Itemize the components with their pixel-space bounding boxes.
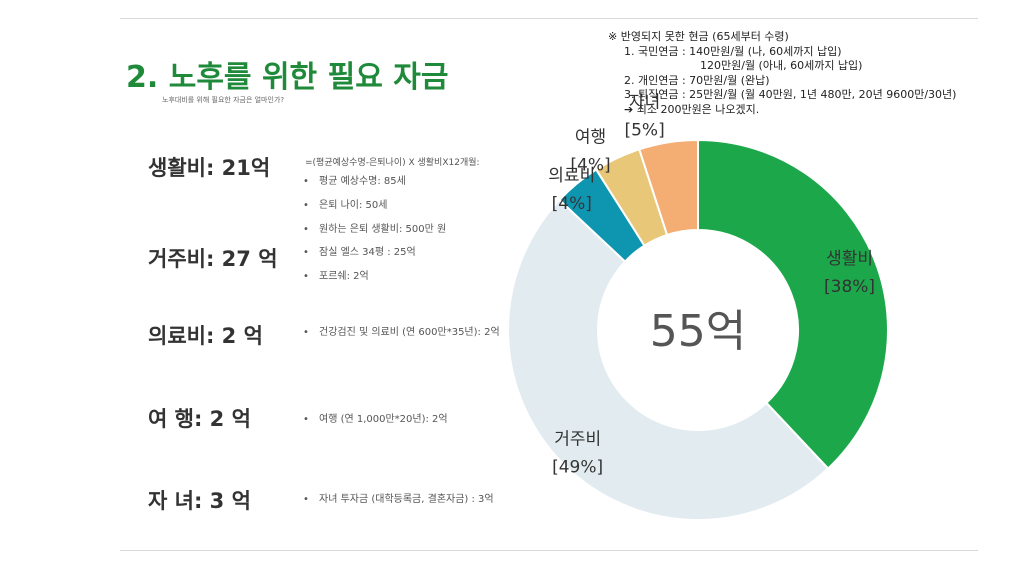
note-line: 2. 개인연금 : 70만원/월 (완납): [624, 73, 770, 87]
note-header: ※ 반영되지 못한 현금 (65세부터 수령): [608, 30, 789, 43]
living-details: 평균 예상수명: 85세 은퇴 나이: 50세 원하는 은퇴 생활비: 500만…: [303, 175, 446, 247]
list-item: 건강검진 및 의료비 (연 600만*35년): 2억: [303, 326, 500, 350]
top-divider: [120, 18, 978, 19]
donut-slice-4: [638, 138, 699, 237]
living-formula: =(평균예상수명-은퇴나이) X 생활비X12개월:: [305, 158, 480, 168]
slice-pct-label: [4%]: [570, 155, 610, 175]
list-item: 원하는 은퇴 생활비: 500만 원: [303, 223, 446, 247]
note-box: ※ 반영되지 못한 현금 (65세부터 수령) 1. 국민연금 : 140만원/…: [608, 30, 956, 118]
children-details: 자녀 투자금 (대학등록금, 결혼자금) : 3억: [303, 493, 494, 517]
slice-pct-label: [5%]: [624, 121, 664, 141]
list-item: 포르쉐: 2억: [303, 270, 416, 294]
slice-pct-label: [38%]: [824, 277, 875, 297]
donut-center-label: 55억: [650, 306, 746, 357]
list-item: 자녀 투자금 (대학등록금, 결혼자금) : 3억: [303, 493, 494, 517]
bottom-divider: [120, 550, 978, 551]
category-living: 생활비: 21억: [148, 156, 271, 180]
slice-name-label: 여행: [575, 127, 606, 147]
housing-details: 잠실 엘스 34평 : 25억 포르쉐: 2억: [303, 246, 416, 294]
donut-slice-1: [507, 198, 830, 521]
note-line: 120만원/월 (아내, 60세까지 납입): [700, 59, 863, 73]
category-children: 자 녀: 3 억: [148, 489, 251, 513]
category-travel: 여 행: 2 억: [148, 407, 251, 431]
note-line: ➔ 최소 200만원은 나오겠지.: [624, 102, 760, 116]
slice-name-label: 의료비: [548, 166, 595, 186]
page-title: 2. 노후를 위한 필요 자금: [126, 60, 449, 95]
slice-pct-label: [4%]: [552, 194, 592, 214]
list-item: 잠실 엘스 34평 : 25억: [303, 246, 416, 270]
category-housing: 거주비: 27 억: [148, 247, 278, 271]
list-item: 은퇴 나이: 50세: [303, 199, 446, 223]
list-item: 평균 예상수명: 85세: [303, 175, 446, 199]
page-subtitle: 노후대비를 위해 필요한 자금은 얼마인가?: [162, 96, 285, 104]
travel-details: 여행 (연 1,000만*20년): 2억: [303, 413, 448, 437]
list-item: 여행 (연 1,000만*20년): 2억: [303, 413, 448, 437]
donut-slice-0: [697, 138, 889, 470]
slice-name-label: 생활비: [826, 249, 873, 269]
slice-pct-label: [49%]: [552, 457, 603, 477]
category-medical: 의료비: 2 억: [148, 324, 263, 348]
medical-details: 건강검진 및 의료비 (연 600만*35년): 2억: [303, 326, 500, 350]
note-line: 1. 국민연금 : 140만원/월 (나, 60세까지 납입): [624, 44, 842, 58]
slice-name-label: 자녀: [629, 93, 660, 113]
note-line: 3. 퇴직연금 : 25만원/월 (월 40만원, 1년 480만, 20년 9…: [624, 88, 957, 102]
slice-name-label: 거주비: [554, 429, 601, 449]
